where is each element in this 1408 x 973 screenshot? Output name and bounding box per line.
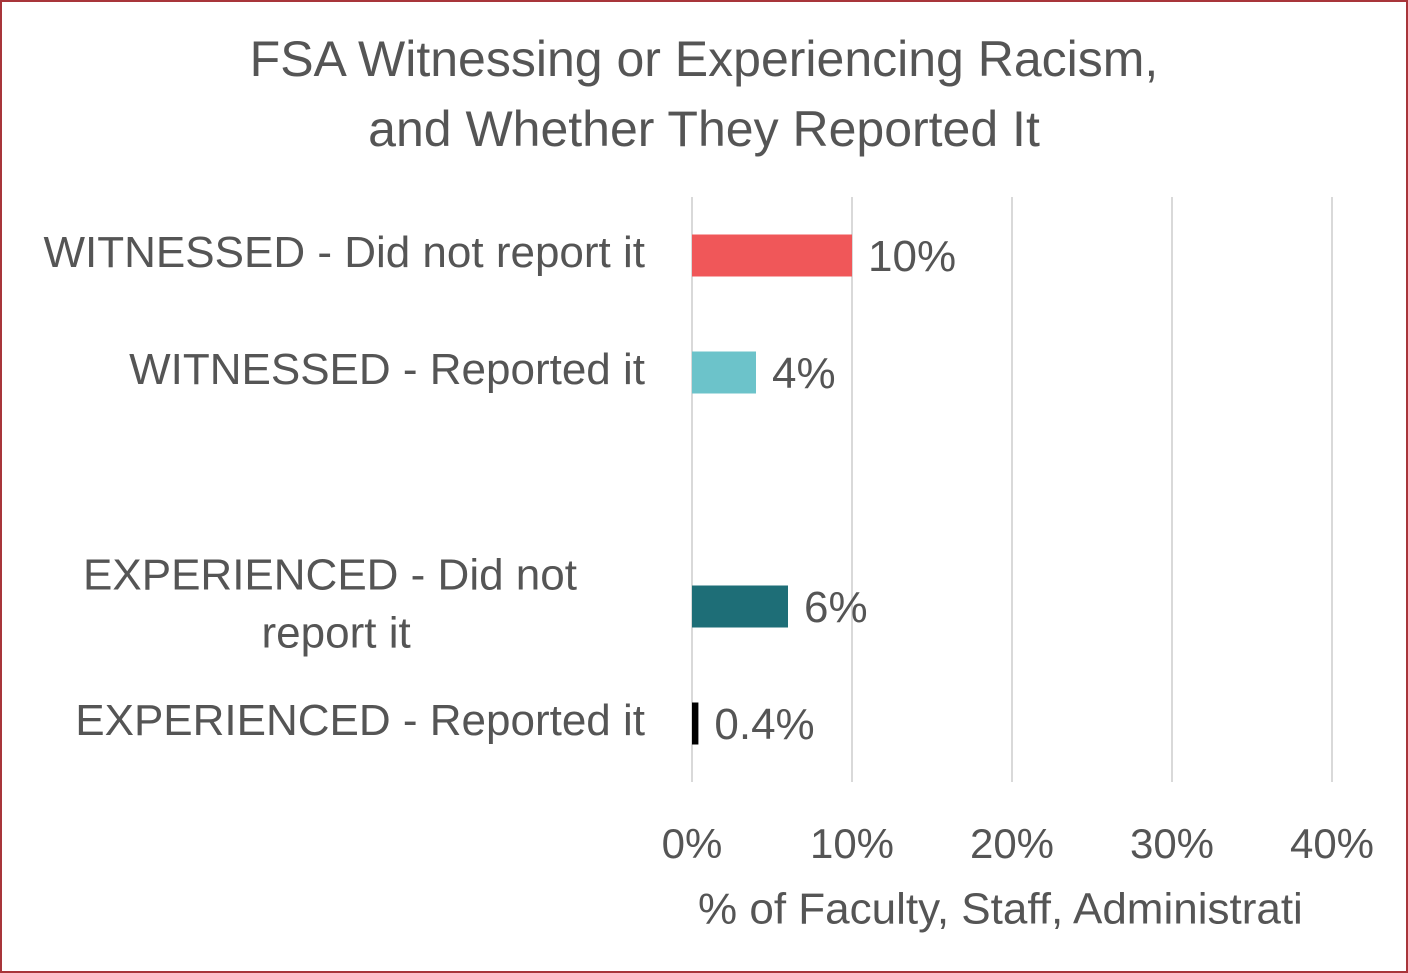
chart-title: and Whether They Reported It — [368, 101, 1040, 157]
y-tick-label: WITNESSED - Reported it — [129, 345, 645, 394]
chart-title: FSA Witnessing or Experiencing Racism, — [250, 31, 1159, 87]
data-label: 4% — [772, 349, 836, 398]
x-axis-label: % of Faculty, Staff, Administrati — [698, 885, 1303, 934]
bar — [692, 234, 852, 277]
y-tick-label: EXPERIENCED - Reported it — [75, 696, 645, 745]
data-label: 10% — [868, 232, 956, 281]
data-label: 0.4% — [714, 700, 814, 749]
x-tick-label: 20% — [970, 820, 1054, 867]
bar — [692, 702, 699, 745]
y-tick-label: EXPERIENCED - Did not report it — [83, 550, 577, 657]
data-label: 6% — [804, 583, 868, 632]
bar — [692, 351, 756, 394]
label-line: report it — [249, 608, 410, 657]
x-tick-label: 30% — [1130, 820, 1214, 867]
label-line: EXPERIENCED - Did not — [83, 550, 577, 599]
x-tick-label: 40% — [1290, 820, 1374, 867]
bar — [692, 585, 788, 628]
x-tick-label: 10% — [810, 820, 894, 867]
y-tick-label: WITNESSED - Did not report it — [44, 228, 645, 277]
x-tick-label: 0% — [662, 820, 723, 867]
